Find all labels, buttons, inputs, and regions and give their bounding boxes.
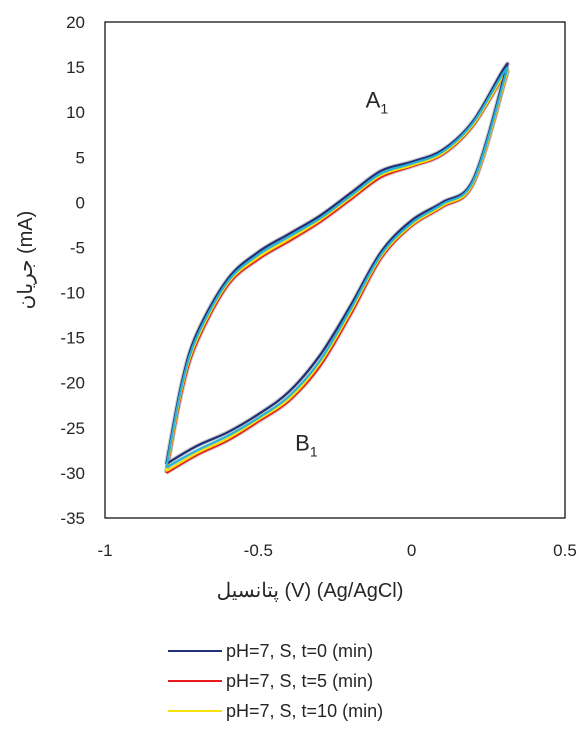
y-tick-label: -30 bbox=[60, 464, 85, 483]
x-tick-label: 0.5 bbox=[553, 541, 577, 560]
series-line-2 bbox=[165, 69, 509, 473]
y-tick-label: 20 bbox=[66, 13, 85, 32]
y-tick-label: 5 bbox=[76, 148, 85, 167]
series-line-0 bbox=[165, 62, 509, 465]
traces-group bbox=[164, 61, 510, 475]
x-tick-label: -1 bbox=[97, 541, 112, 560]
y-tick-label: -15 bbox=[60, 329, 85, 348]
x-axis-title: پتانسیل (V) (Ag/AgCl) bbox=[217, 580, 404, 602]
series-outline bbox=[164, 68, 510, 474]
extra-trace-line bbox=[165, 66, 509, 469]
peak-annotation: A1 bbox=[366, 88, 389, 117]
x-tick-label: 0 bbox=[407, 541, 416, 560]
y-tick-labels: 20 15 10 5 0 -5 -10 -15 -20 -25 -30 -35 bbox=[60, 13, 85, 528]
series-line-1 bbox=[165, 70, 509, 474]
legend-label-2: pH=7, S, t=10 (min) bbox=[226, 701, 383, 721]
legend: pH=7, S, t=0 (min) pH=7, S, t=5 (min) pH=7… bbox=[168, 641, 383, 721]
x-tick-label: -0.5 bbox=[244, 541, 273, 560]
series-outline bbox=[164, 68, 510, 475]
y-tick-label: 10 bbox=[66, 103, 85, 122]
y-axis-title: جریان (mA) bbox=[15, 211, 37, 310]
y-tick-label: -10 bbox=[60, 284, 85, 303]
y-tick-label: -35 bbox=[60, 509, 85, 528]
y-tick-label: 0 bbox=[76, 193, 85, 212]
y-tick-label: -20 bbox=[60, 374, 85, 393]
legend-label-0: pH=7, S, t=0 (min) bbox=[226, 641, 373, 661]
series-outline bbox=[164, 61, 510, 466]
x-tick-labels: -1 -0.5 0 0.5 bbox=[97, 541, 576, 560]
legend-label-1: pH=7, S, t=5 (min) bbox=[226, 671, 373, 691]
y-tick-label: -25 bbox=[60, 419, 85, 438]
y-tick-label: 15 bbox=[66, 58, 85, 77]
peak-annotation: B1 bbox=[295, 430, 318, 459]
plot-frame bbox=[104, 21, 566, 519]
y-tick-label: -5 bbox=[70, 238, 85, 257]
